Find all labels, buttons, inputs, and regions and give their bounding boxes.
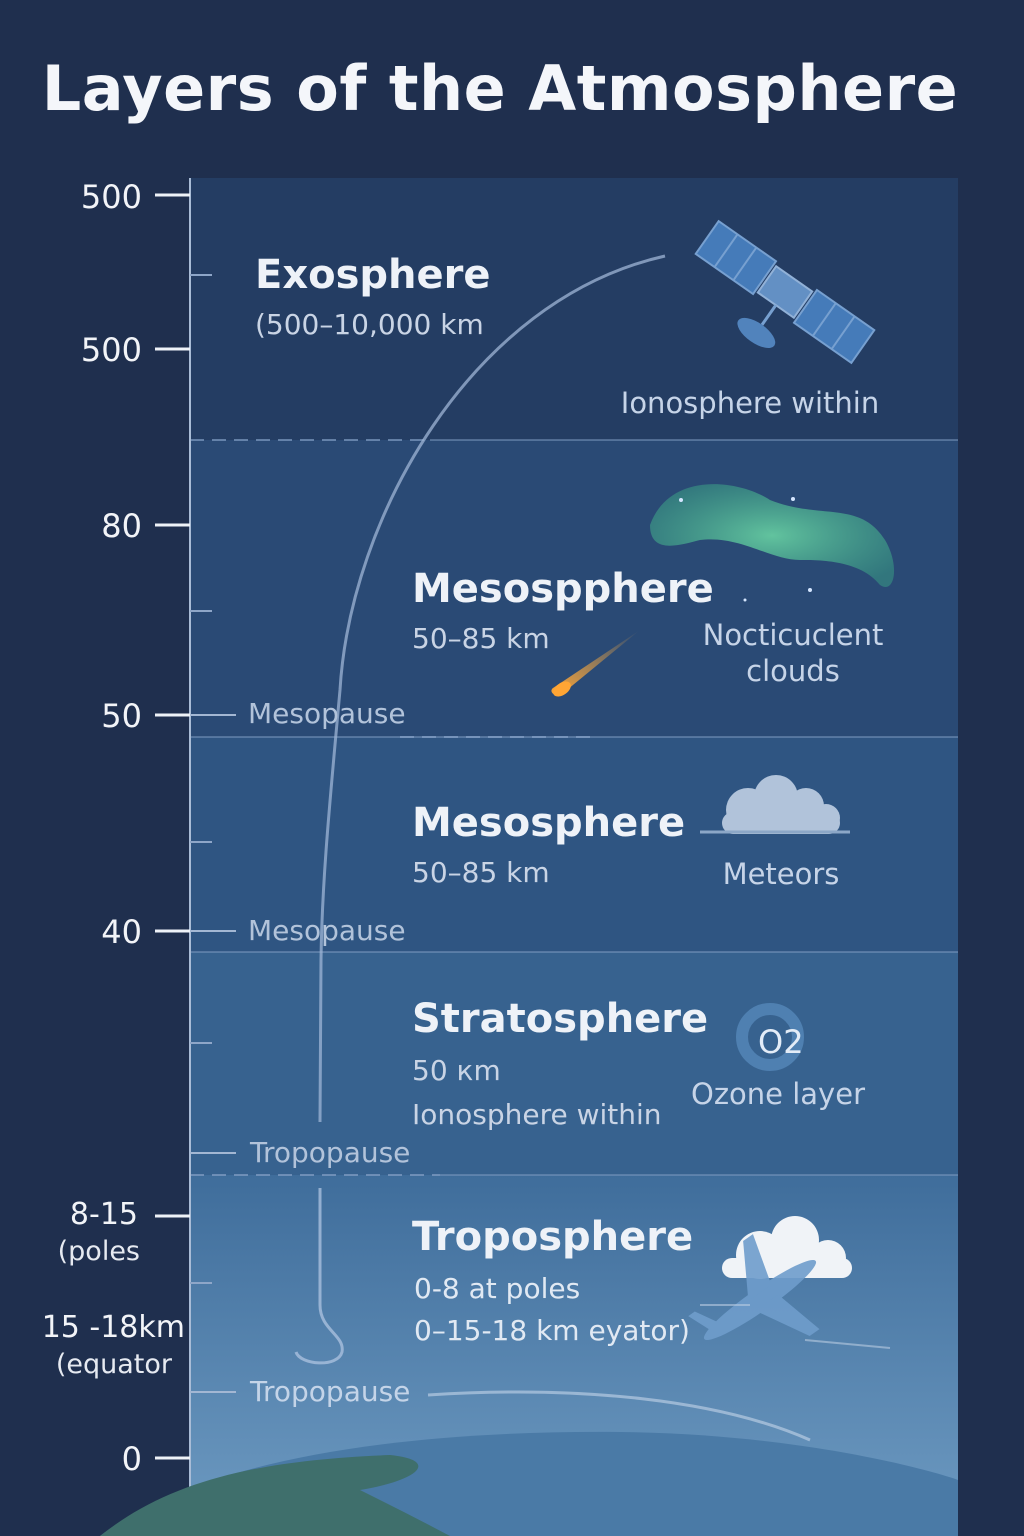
troposphere-equator: 0–15-18 km eyator) [414,1314,690,1347]
airplane-icon [688,1234,820,1341]
mesosphere-range: 50–85 km [412,856,550,889]
axis-tick-note: (poles [57,1236,140,1267]
mesosphere-band [190,737,958,952]
satellite-icon [694,219,876,365]
axis-tick-label: 80 [101,507,142,545]
feature-line: Nocticuclent [702,618,884,652]
mesopause-label: Mesopause [248,914,406,947]
tropopause-label: Tropopause [250,1375,411,1408]
trajectory-hook [294,1188,344,1365]
noctilucent-clouds-label: Nocticuclent clouds [680,617,906,690]
exosphere-feature-label: Ionosphere within [620,386,880,420]
altitude-axis [155,178,236,1536]
meteors-label: Meteors [722,857,840,891]
exosphere-name: Exosphere [255,252,491,298]
layer-boundaries [190,439,958,1176]
tropopause-label: Tropopause [250,1136,411,1169]
mesosphere-name: Mesosphere [412,800,686,846]
stratosphere-name: Stratosphere [412,996,709,1042]
stratosphere-band [190,952,958,1175]
ozone-layer-label: Ozone layer [691,1077,865,1111]
axis-tick-label: 8-15 [69,1197,138,1232]
axis-tick-label: 500 [80,178,142,216]
earth-surface [100,1431,958,1536]
meteor-icon [551,630,640,697]
troposphere-name: Troposphere [412,1214,694,1260]
axis-tick-label: 500 [80,331,142,369]
aurora-icon [650,484,895,602]
airplane-trails [700,1304,891,1349]
axis-tick-note: (equator [55,1349,172,1380]
exosphere-range: (500–10,000 km [255,308,484,341]
mesopause-label: Mesopause [248,697,406,730]
upper-mesosphere-range: 50–85 km [412,622,550,655]
axis-tick-label: 15 -18km [41,1310,185,1345]
upper-mesosphere-band [190,440,958,737]
feature-line: clouds [746,654,840,689]
ozone-symbol: O2 [758,1023,804,1061]
axis-tick-label: 50 [101,697,142,735]
stratosphere-note: Ionosphere within [412,1098,662,1131]
horizon-line [427,1390,811,1442]
upper-mesosphere-name: Mesospphere [412,566,714,612]
axis-tick-label: 0 [121,1440,142,1478]
cloud-icon [700,775,850,834]
troposphere-poles: 0-8 at poles [414,1272,581,1305]
page-title: Layers of the Atmosphere [41,52,959,125]
axis-tick-label: 40 [101,913,142,951]
trajectory-curve [318,254,666,1123]
ozone-icon [736,1003,804,1071]
stratosphere-range: 50 кm [412,1054,501,1087]
